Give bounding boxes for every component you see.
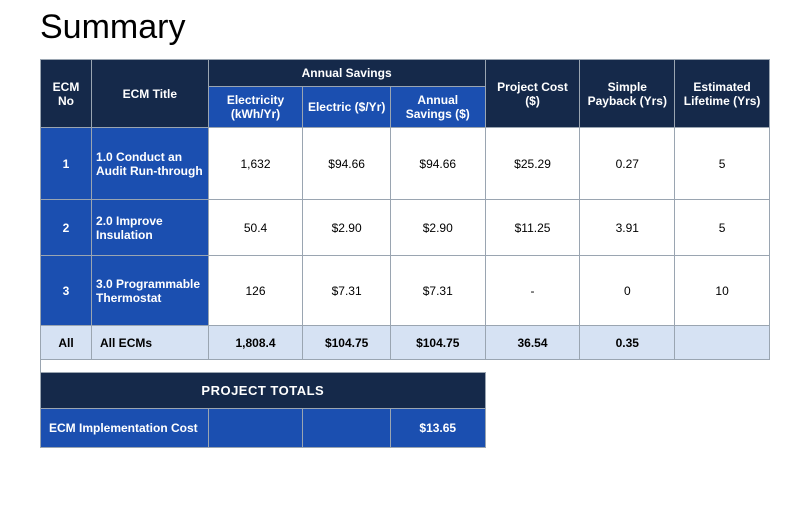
cell-ecm-no: 1 xyxy=(41,128,92,200)
cell-lifetime: 5 xyxy=(675,128,770,200)
cell-ecm-title: 1.0 Conduct an Audit Run-through xyxy=(92,128,209,200)
impl-cost-col1 xyxy=(208,408,303,447)
table-row: 2 2.0 Improve Insulation 50.4 $2.90 $2.9… xyxy=(41,200,770,256)
project-totals-row: PROJECT TOTALS xyxy=(41,372,770,408)
cell-payback: 3.91 xyxy=(580,200,675,256)
col-header-electric-cost: Electric ($/Yr) xyxy=(303,87,390,128)
cell-electricity: 1,632 xyxy=(208,128,303,200)
impl-cost-col2 xyxy=(303,408,390,447)
cell-ecm-title: 2.0 Improve Insulation xyxy=(92,200,209,256)
cell-all-payback: 0.35 xyxy=(580,326,675,360)
col-header-electricity: Electricity (kWh/Yr) xyxy=(208,87,303,128)
cell-annual-savings: $2.90 xyxy=(390,200,485,256)
header-row-1: ECM No ECM Title Annual Savings Project … xyxy=(41,60,770,87)
col-header-simple-payback: Simple Payback (Yrs) xyxy=(580,60,675,128)
cell-ecm-title: 3.0 Programmable Thermostat xyxy=(92,256,209,326)
cell-lifetime: 5 xyxy=(675,200,770,256)
col-header-ecm-title: ECM Title xyxy=(92,60,209,128)
table-row: 3 3.0 Programmable Thermostat 126 $7.31 … xyxy=(41,256,770,326)
cell-all-project-cost: 36.54 xyxy=(485,326,580,360)
cell-ecm-no: 2 xyxy=(41,200,92,256)
cell-electricity: 50.4 xyxy=(208,200,303,256)
cell-payback: 0.27 xyxy=(580,128,675,200)
cell-all-electric-cost: $104.75 xyxy=(303,326,390,360)
cell-all-electricity: 1,808.4 xyxy=(208,326,303,360)
cell-annual-savings: $94.66 xyxy=(390,128,485,200)
separator-row xyxy=(41,360,770,373)
col-header-annual-savings: Annual Savings ($) xyxy=(390,87,485,128)
cell-project-cost: $25.29 xyxy=(485,128,580,200)
cell-electric-cost: $7.31 xyxy=(303,256,390,326)
summary-table: ECM No ECM Title Annual Savings Project … xyxy=(40,59,770,448)
cell-ecm-no: 3 xyxy=(41,256,92,326)
table-row: 1 1.0 Conduct an Audit Run-through 1,632… xyxy=(41,128,770,200)
all-row: All All ECMs 1,808.4 $104.75 $104.75 36.… xyxy=(41,326,770,360)
cell-electric-cost: $2.90 xyxy=(303,200,390,256)
project-totals-label: PROJECT TOTALS xyxy=(41,372,486,408)
cell-payback: 0 xyxy=(580,256,675,326)
cell-annual-savings: $7.31 xyxy=(390,256,485,326)
cell-all-no: All xyxy=(41,326,92,360)
impl-cost-label: ECM Implementation Cost xyxy=(41,408,209,447)
col-header-annual-savings-group: Annual Savings xyxy=(208,60,485,87)
cell-all-annual-savings: $104.75 xyxy=(390,326,485,360)
page-title: Summary xyxy=(40,8,770,47)
cell-electric-cost: $94.66 xyxy=(303,128,390,200)
cell-lifetime: 10 xyxy=(675,256,770,326)
cell-project-cost: $11.25 xyxy=(485,200,580,256)
cell-all-title: All ECMs xyxy=(92,326,209,360)
col-header-ecm-no: ECM No xyxy=(41,60,92,128)
impl-cost-value: $13.65 xyxy=(390,408,485,447)
col-header-project-cost: Project Cost ($) xyxy=(485,60,580,128)
col-header-est-lifetime: Estimated Lifetime (Yrs) xyxy=(675,60,770,128)
cell-all-lifetime xyxy=(675,326,770,360)
impl-cost-row: ECM Implementation Cost $13.65 xyxy=(41,408,770,447)
cell-electricity: 126 xyxy=(208,256,303,326)
cell-project-cost: - xyxy=(485,256,580,326)
